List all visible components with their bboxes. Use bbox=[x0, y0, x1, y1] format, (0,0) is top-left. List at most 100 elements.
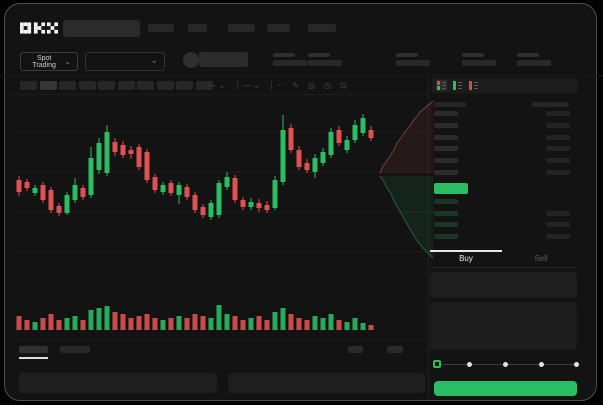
bid-price-placeholder[interactable] bbox=[434, 222, 458, 227]
draw-tool-icon[interactable]: ✎ bbox=[292, 81, 299, 90]
okx-logo[interactable] bbox=[20, 21, 58, 35]
history-icon[interactable]: ◷ bbox=[324, 81, 331, 90]
candle-body bbox=[192, 195, 198, 210]
buy-submit-button[interactable] bbox=[434, 381, 577, 396]
stat-value-placeholder bbox=[273, 60, 307, 66]
bottom-tab-placeholder[interactable] bbox=[60, 346, 90, 353]
pair-name-placeholder bbox=[199, 52, 248, 67]
stat-label-placeholder bbox=[517, 53, 539, 57]
candle-body bbox=[24, 182, 30, 188]
stat-label-placeholder bbox=[273, 53, 295, 57]
candle-body bbox=[280, 130, 286, 182]
toggle-line bbox=[458, 85, 462, 86]
toggle-color-bar bbox=[437, 81, 440, 85]
tab-sell[interactable]: Sell bbox=[534, 254, 548, 263]
ask-price-placeholder[interactable] bbox=[434, 123, 458, 128]
nav-item-placeholder[interactable] bbox=[267, 24, 290, 32]
market-type-label: Spot Trading bbox=[32, 54, 56, 69]
stat-label-placeholder bbox=[308, 53, 330, 57]
toggle-line bbox=[474, 82, 478, 83]
bid-amount-placeholder bbox=[546, 234, 570, 239]
ask-price-placeholder[interactable] bbox=[434, 146, 458, 151]
ask-price-placeholder[interactable] bbox=[434, 135, 458, 140]
volume-bar bbox=[344, 322, 350, 330]
volume-bar bbox=[120, 314, 126, 330]
slider-handle[interactable] bbox=[433, 360, 441, 368]
bid-price-placeholder[interactable] bbox=[434, 211, 458, 216]
timeframe-button[interactable] bbox=[137, 81, 154, 90]
interval-dropdown[interactable]: — ⌄ bbox=[208, 81, 225, 90]
candle-body bbox=[112, 142, 118, 152]
bids-only-toggle-icon[interactable] bbox=[452, 80, 463, 91]
line-tool-icon[interactable]: ~ bbox=[277, 81, 282, 90]
timeframe-button[interactable] bbox=[59, 81, 76, 90]
candlestick-chart[interactable] bbox=[14, 96, 434, 336]
nav-item-placeholder[interactable] bbox=[148, 24, 174, 32]
bottom-divider bbox=[14, 340, 428, 341]
bid-price-placeholder[interactable] bbox=[434, 199, 458, 204]
price-input[interactable] bbox=[430, 272, 577, 298]
candle-body bbox=[256, 203, 262, 208]
slider-stop-dot[interactable] bbox=[503, 362, 508, 367]
bottom-tab-placeholder[interactable] bbox=[19, 346, 48, 353]
nav-item-placeholder[interactable] bbox=[228, 24, 255, 32]
timeframe-button[interactable] bbox=[195, 81, 213, 90]
candle-body bbox=[336, 130, 342, 143]
volume-bar bbox=[200, 316, 206, 330]
stat-value-placeholder bbox=[308, 60, 342, 66]
volume-bar bbox=[312, 316, 318, 330]
asks-only-toggle-icon[interactable] bbox=[468, 80, 479, 91]
volume-bar bbox=[160, 320, 166, 330]
timeframe-button[interactable] bbox=[98, 81, 115, 90]
volume-bar bbox=[152, 318, 158, 330]
ask-price-placeholder[interactable] bbox=[434, 111, 458, 116]
pair-dropdown[interactable]: ⌄ bbox=[85, 52, 165, 71]
volume-bar bbox=[40, 318, 46, 330]
volume-bar bbox=[88, 310, 94, 330]
candle-body bbox=[88, 158, 94, 195]
volume-bar bbox=[320, 318, 326, 330]
nav-item-placeholder[interactable] bbox=[308, 24, 336, 32]
slider-stop-dot[interactable] bbox=[574, 362, 579, 367]
candle-body bbox=[328, 132, 334, 155]
volume-bar bbox=[304, 320, 310, 330]
chart-style-dropdown[interactable]: — ⌄ bbox=[243, 81, 260, 90]
candle-body bbox=[264, 205, 270, 210]
toggle-line bbox=[474, 88, 478, 89]
timeframe-button[interactable] bbox=[78, 81, 96, 90]
bottom-action-placeholder[interactable] bbox=[387, 346, 403, 353]
candle-body bbox=[288, 128, 294, 150]
candle-body bbox=[216, 183, 222, 215]
ask-price-placeholder[interactable] bbox=[434, 170, 458, 175]
fullscreen-icon[interactable]: ⊡ bbox=[340, 81, 347, 90]
timeframe-button[interactable] bbox=[176, 81, 193, 90]
volume-bar bbox=[80, 320, 86, 330]
camera-icon[interactable]: ◎ bbox=[308, 81, 315, 90]
bid-price-placeholder[interactable] bbox=[434, 234, 458, 239]
combined-book-toggle-icon[interactable] bbox=[436, 80, 447, 91]
volume-bar bbox=[96, 308, 102, 330]
timeframe-button[interactable] bbox=[39, 81, 57, 90]
volume-bar bbox=[56, 320, 62, 330]
bottom-action-placeholder[interactable] bbox=[348, 346, 363, 353]
slider-stop-dot[interactable] bbox=[467, 362, 472, 367]
timeframe-button[interactable] bbox=[117, 81, 135, 90]
timeframe-button[interactable] bbox=[20, 81, 37, 90]
bid-amount-placeholder bbox=[546, 222, 570, 227]
last-price-bar[interactable] bbox=[434, 183, 468, 194]
ask-amount-placeholder bbox=[546, 111, 570, 116]
volume-bar bbox=[232, 316, 238, 330]
candle-body bbox=[320, 152, 326, 163]
volume-bar bbox=[16, 316, 22, 330]
toggle-line bbox=[458, 88, 462, 89]
amount-input[interactable] bbox=[430, 302, 577, 350]
ask-price-placeholder[interactable] bbox=[434, 158, 458, 163]
volume-bar bbox=[128, 318, 134, 330]
search-input[interactable] bbox=[63, 20, 140, 37]
nav-item-placeholder[interactable] bbox=[188, 24, 207, 32]
slider-stop-dot[interactable] bbox=[539, 362, 544, 367]
timeframe-button[interactable] bbox=[156, 81, 174, 90]
volume-bar bbox=[144, 314, 150, 330]
market-type-dropdown[interactable]: Spot Trading ⌄ bbox=[20, 52, 78, 71]
tab-buy[interactable]: Buy bbox=[459, 254, 473, 263]
